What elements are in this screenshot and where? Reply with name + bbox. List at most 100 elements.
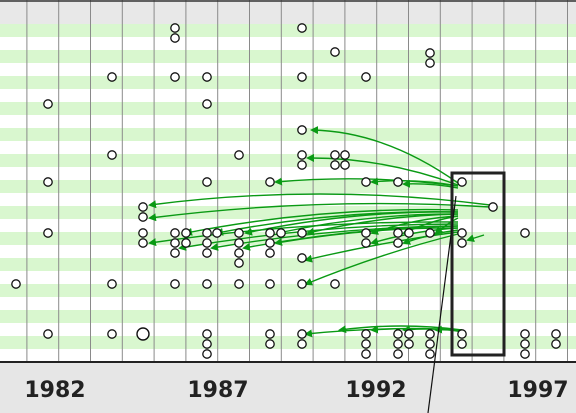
paper-node[interactable] [297, 125, 307, 135]
paper-node[interactable] [393, 339, 403, 349]
paper-node[interactable] [488, 202, 498, 212]
paper-node[interactable] [11, 279, 21, 289]
paper-node[interactable] [138, 202, 148, 212]
paper-node[interactable] [170, 72, 180, 82]
paper-node[interactable] [340, 150, 350, 160]
paper-node[interactable] [297, 72, 307, 82]
paper-node[interactable] [393, 177, 403, 187]
paper-node[interactable] [202, 279, 212, 289]
paper-node[interactable] [170, 228, 180, 238]
paper-node[interactable] [170, 23, 180, 33]
paper-node[interactable] [43, 177, 53, 187]
paper-node[interactable] [202, 72, 212, 82]
paper-node[interactable] [202, 329, 212, 339]
paper-node[interactable] [265, 339, 275, 349]
paper-node[interactable] [520, 228, 530, 238]
paper-node[interactable] [425, 339, 435, 349]
selection-rectangle[interactable] [450, 171, 506, 357]
paper-node[interactable] [265, 177, 275, 187]
paper-node[interactable] [234, 248, 244, 258]
paper-node[interactable] [202, 238, 212, 248]
paper-node[interactable] [212, 228, 222, 238]
paper-node[interactable] [425, 58, 435, 68]
paper-node[interactable] [170, 33, 180, 43]
paper-node[interactable] [202, 349, 212, 359]
paper-node[interactable] [265, 329, 275, 339]
paper-node[interactable] [551, 339, 561, 349]
paper-node[interactable] [107, 279, 117, 289]
paper-node[interactable] [136, 327, 150, 341]
paper-node[interactable] [551, 329, 561, 339]
paper-node[interactable] [181, 228, 191, 238]
paper-node[interactable] [234, 279, 244, 289]
paper-node[interactable] [234, 150, 244, 160]
paper-node[interactable] [170, 238, 180, 248]
paper-node[interactable] [276, 228, 286, 238]
paper-node[interactable] [297, 160, 307, 170]
paper-node[interactable] [457, 339, 467, 349]
paper-node[interactable] [404, 228, 414, 238]
paper-node[interactable] [404, 339, 414, 349]
paper-node[interactable] [107, 72, 117, 82]
paper-node[interactable] [393, 329, 403, 339]
paper-node[interactable] [265, 248, 275, 258]
paper-node[interactable] [138, 238, 148, 248]
paper-node[interactable] [297, 339, 307, 349]
paper-node[interactable] [265, 279, 275, 289]
paper-node[interactable] [107, 329, 117, 339]
paper-node[interactable] [330, 150, 340, 160]
paper-node[interactable] [234, 238, 244, 248]
paper-node[interactable] [202, 339, 212, 349]
paper-node[interactable] [425, 228, 435, 238]
paper-node[interactable] [107, 150, 117, 160]
paper-node[interactable] [361, 339, 371, 349]
paper-node[interactable] [265, 228, 275, 238]
paper-node[interactable] [425, 48, 435, 58]
paper-node[interactable] [361, 349, 371, 359]
paper-node[interactable] [457, 177, 467, 187]
paper-node[interactable] [138, 228, 148, 238]
paper-node[interactable] [330, 160, 340, 170]
paper-node[interactable] [425, 329, 435, 339]
paper-node[interactable] [297, 150, 307, 160]
paper-node[interactable] [520, 329, 530, 339]
paper-node[interactable] [393, 349, 403, 359]
paper-node[interactable] [361, 228, 371, 238]
paper-node[interactable] [202, 228, 212, 238]
paper-node[interactable] [202, 248, 212, 258]
paper-node[interactable] [265, 238, 275, 248]
paper-node[interactable] [457, 329, 467, 339]
paper-node[interactable] [234, 228, 244, 238]
paper-node[interactable] [202, 177, 212, 187]
paper-node[interactable] [202, 99, 212, 109]
paper-node[interactable] [170, 279, 180, 289]
paper-node[interactable] [425, 349, 435, 359]
paper-node[interactable] [404, 329, 414, 339]
paper-node[interactable] [43, 228, 53, 238]
paper-node[interactable] [297, 279, 307, 289]
paper-node[interactable] [138, 212, 148, 222]
paper-node[interactable] [297, 228, 307, 238]
paper-node[interactable] [330, 279, 340, 289]
paper-node[interactable] [393, 238, 403, 248]
paper-node[interactable] [43, 99, 53, 109]
paper-node[interactable] [43, 329, 53, 339]
selection-box[interactable] [450, 171, 506, 357]
paper-node[interactable] [520, 339, 530, 349]
paper-node[interactable] [457, 238, 467, 248]
paper-node[interactable] [520, 349, 530, 359]
paper-node[interactable] [297, 253, 307, 263]
paper-node[interactable] [361, 329, 371, 339]
paper-node[interactable] [393, 228, 403, 238]
paper-node[interactable] [234, 258, 244, 268]
paper-node[interactable] [361, 177, 371, 187]
paper-node[interactable] [330, 47, 340, 57]
paper-node[interactable] [297, 329, 307, 339]
paper-node[interactable] [170, 248, 180, 258]
paper-node[interactable] [361, 72, 371, 82]
paper-node[interactable] [361, 238, 371, 248]
paper-node[interactable] [457, 228, 467, 238]
paper-node[interactable] [181, 238, 191, 248]
paper-node[interactable] [297, 23, 307, 33]
paper-node[interactable] [340, 160, 350, 170]
